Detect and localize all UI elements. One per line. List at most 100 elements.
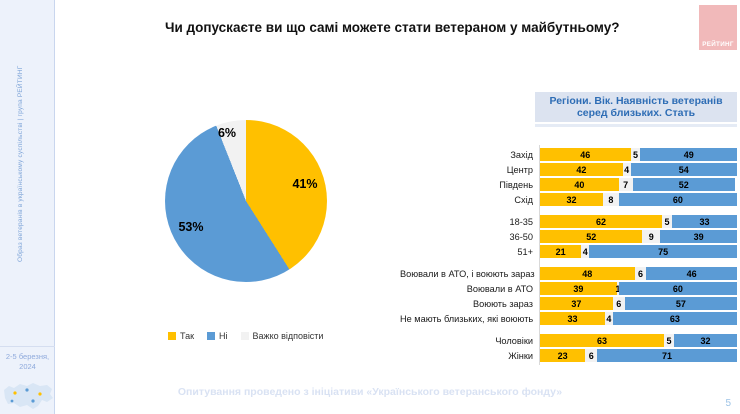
bar-segment-Так: 63: [540, 334, 665, 348]
bar-track: 39160: [540, 282, 737, 296]
bar-row-label: Воювали в АТО: [466, 283, 533, 294]
legend-item-2: Важко відповісти: [240, 331, 324, 341]
bar-row-label: Південь: [499, 179, 533, 190]
bar-segment-Ні: 46: [646, 267, 737, 281]
pie-label-no: 53%: [178, 220, 204, 234]
ukraine-map-icon: [4, 383, 53, 409]
breakdown-panel-strip: [535, 124, 737, 128]
breakdown-panel: Регіони. Вік. Наявність ветеранів серед …: [400, 92, 737, 366]
bar-row-label: Центр: [506, 164, 533, 175]
bar-segment-Ні: 49: [640, 148, 737, 162]
bar-segment-Ні: 57: [624, 297, 737, 311]
bar-row-label: 18-35: [509, 216, 534, 227]
survey-date-line1: 2-5 березня,: [5, 352, 50, 361]
bar-groups: Захід 46 5 49 Центр 42 4 54 Південь 40 7 52 Схід 32 8 6…: [400, 148, 737, 363]
bar-segment-Так: 37: [540, 297, 613, 311]
bar-group-gender: Чоловіки 63 5 32 Жінки 23 6 71: [400, 334, 737, 363]
legend-item-0: Так: [168, 331, 194, 341]
survey-date: 2-5 березня, 2024: [0, 352, 55, 372]
bar-track: 32 8 60: [540, 193, 737, 207]
bar-segment-Важко відповісти: 9: [642, 230, 661, 244]
bar-chart: Захід 46 5 49 Центр 42 4 54 Південь 40 7 52 Схід 32 8 6…: [400, 145, 737, 366]
bar-segment-Так: 39: [540, 282, 617, 296]
bar-track: 42 4 54: [540, 163, 737, 177]
bar-track: 62 5 33: [540, 215, 737, 229]
bar-row: Не мають близьких, які воюють 33 4 63: [400, 312, 737, 326]
bar-segment-Так: 23: [540, 349, 586, 363]
bar-row: 36-50 52 9 39: [400, 230, 737, 244]
legend-label: Ні: [219, 331, 228, 341]
bar-track: 37 6 57: [540, 297, 737, 311]
bar-track: 48 6 46: [540, 267, 737, 281]
bar-segment-Важко відповісти: 1: [615, 282, 620, 296]
bar-group-veterans-among-close: Воювали в АТО, і воюють зараз 48 6 46 Воювал…: [400, 267, 737, 326]
legend-swatch: [168, 332, 176, 340]
bar-group-age: 18-35 62 5 33 36-50 52 9 39 51+ 21 4 75: [400, 215, 737, 259]
bar-row: 51+ 21 4 75: [400, 245, 737, 259]
bar-segment-Так: 40: [540, 178, 619, 192]
bar-track: 23 6 71: [540, 349, 737, 363]
bar-segment-Важко відповісти: 4: [581, 245, 590, 259]
page-number: 5: [725, 398, 731, 409]
legend-swatch: [207, 332, 216, 340]
pie-legend: Так Ні Важко відповісти: [168, 331, 323, 341]
sidebar-vertical-title: Образ ветеранів в українському суспільст…: [17, 65, 24, 262]
bar-segment-Важко відповісти: 8: [603, 193, 619, 207]
pie-label-hard: 6%: [217, 126, 237, 140]
bar-segment-Ні: 52: [632, 178, 736, 192]
bar-segment-Важко відповісти: 6: [612, 297, 625, 311]
bar-track: 52 9 39: [540, 230, 737, 244]
bar-segment-Так: 21: [540, 245, 582, 259]
legend-swatch: [240, 332, 249, 340]
bar-segment-Ні: 32: [673, 334, 737, 348]
bar-group-regions: Захід 46 5 49 Центр 42 4 54 Південь 40 7 52 Схід 32 8 6…: [400, 148, 737, 207]
rating-group-logo-label: РЕЙТИНГ: [702, 41, 734, 48]
bar-row: Воювали в АТО 39160: [400, 282, 737, 296]
pie-chart: [165, 120, 327, 282]
bar-segment-Так: 62: [540, 215, 663, 229]
bar-segment-Ні: 60: [618, 282, 737, 296]
legend-item-1: Ні: [207, 331, 228, 341]
bar-row: Воюють зараз 37 6 57: [400, 297, 737, 311]
bar-segment-Важко відповісти: 5: [662, 215, 672, 229]
bar-row: 18-35 62 5 33: [400, 215, 737, 229]
bar-segment-Важко відповісти: 5: [630, 148, 641, 162]
sidebar: Образ ветеранів в українському суспільст…: [0, 0, 55, 414]
bar-row: Чоловіки 63 5 32: [400, 334, 737, 348]
bar-segment-Важко відповісти: 5: [664, 334, 674, 348]
bar-track: 21 4 75: [540, 245, 737, 259]
bar-row-label: Чоловіки: [495, 335, 533, 346]
bar-row-label: 51+: [517, 246, 533, 257]
bar-segment-Важко відповісти: 7: [618, 178, 633, 192]
bar-row-label: Не мають близьких, які воюють: [400, 313, 534, 324]
bar-segment-Важко відповісти: 6: [634, 267, 647, 281]
bar-track: 46 5 49: [540, 148, 737, 162]
page-title: Чи допускаєте ви що самі можете стати ве…: [165, 20, 620, 35]
bar-row: Жінки 23 6 71: [400, 349, 737, 363]
bar-axis-line: [539, 145, 540, 366]
bar-track: 63 5 32: [540, 334, 737, 348]
bar-segment-Так: 42: [540, 163, 623, 177]
bar-segment-Так: 32: [540, 193, 604, 207]
bar-row-label: Захід: [510, 149, 533, 160]
bar-segment-Так: 46: [540, 148, 631, 162]
bar-segment-Важко відповісти: 6: [585, 349, 598, 363]
bar-row-label: 36-50: [509, 231, 534, 242]
bar-segment-Ні: 33: [671, 215, 737, 229]
legend-label: Важко відповісти: [252, 331, 324, 341]
bar-row: Захід 46 5 49: [400, 148, 737, 162]
bar-segment-Ні: 39: [660, 230, 737, 244]
bar-track: 40 7 52: [540, 178, 737, 192]
legend-label: Так: [180, 331, 195, 341]
bar-segment-Ні: 54: [630, 163, 737, 177]
bar-row: Південь 40 7 52: [400, 178, 737, 192]
bar-row-label: Воюють зараз: [472, 298, 533, 309]
bar-segment-Важко відповісти: 4: [622, 163, 631, 177]
pie-chart-wrap: 41% 53% 6%: [165, 120, 327, 282]
sidebar-divider: [0, 346, 55, 347]
bar-segment-Так: 33: [540, 312, 605, 326]
bar-row: Схід 32 8 60: [400, 193, 737, 207]
bar-segment-Важко відповісти: 4: [605, 312, 613, 326]
bar-row-label: Воювали в АТО, і воюють зараз: [400, 268, 535, 279]
pie-label-yes: 41%: [292, 177, 318, 191]
